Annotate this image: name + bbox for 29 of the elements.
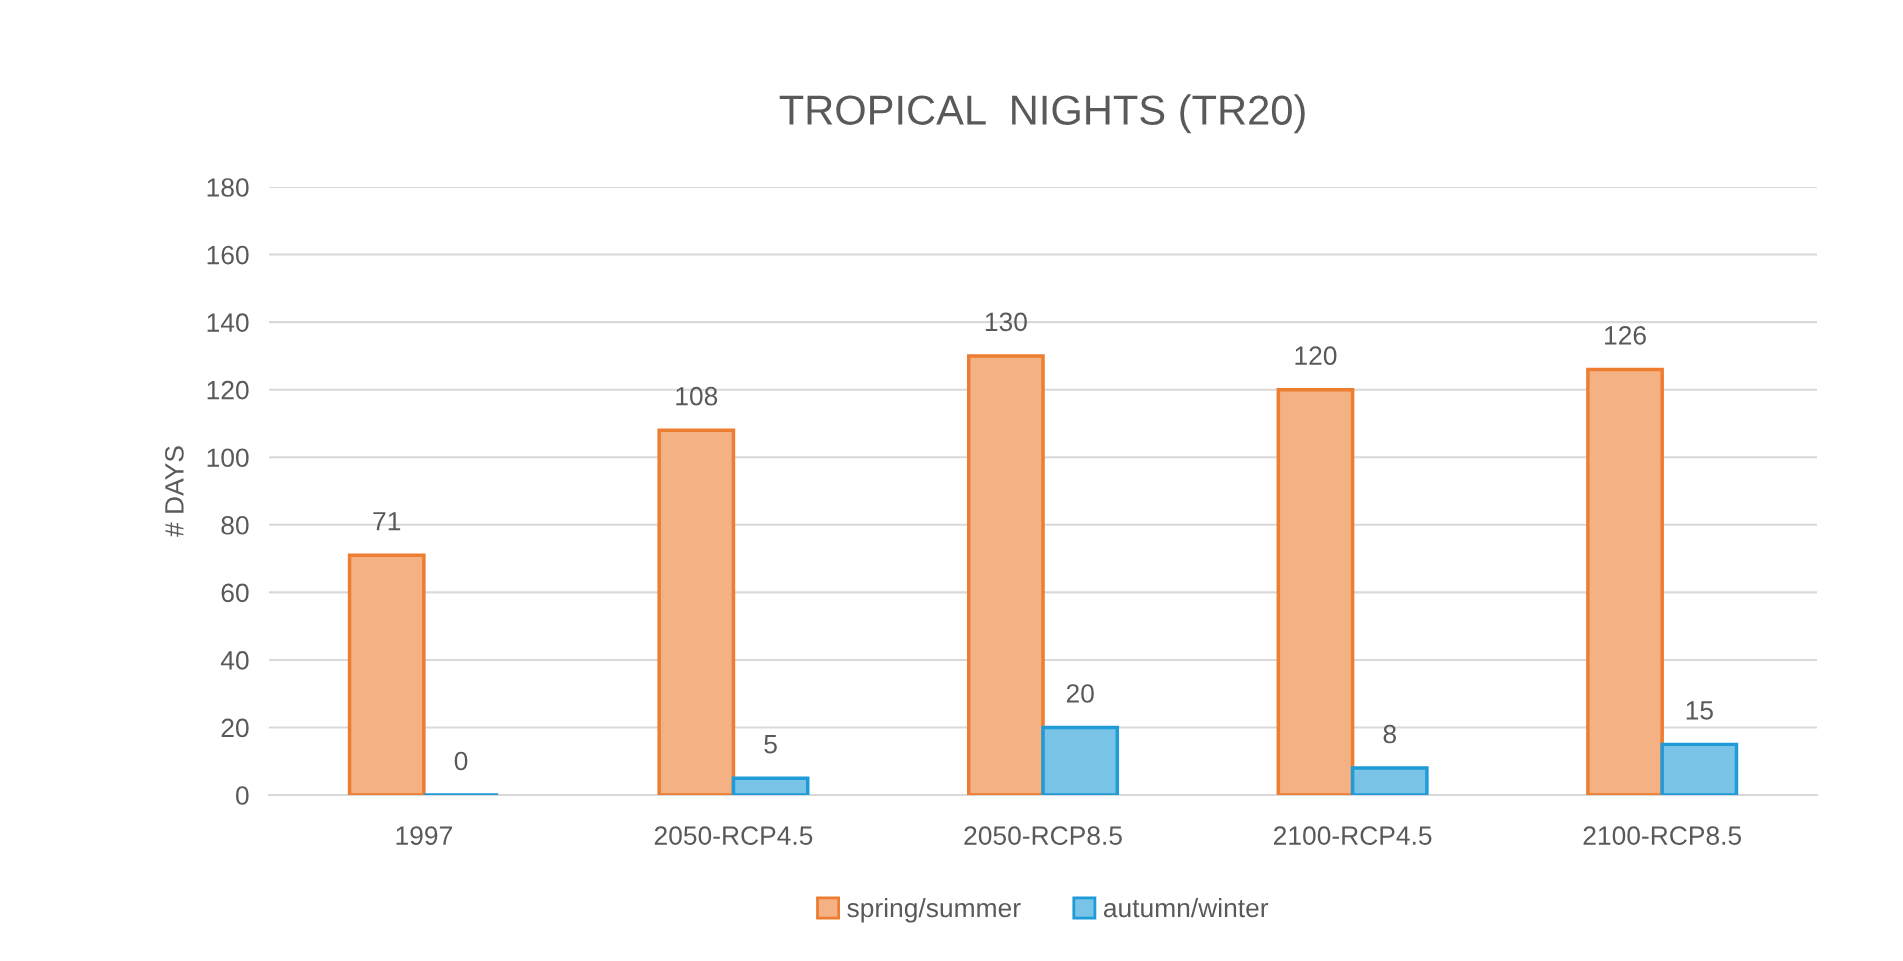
x-tick-label: 2050-RCP8.5 — [964, 826, 1122, 845]
data-label: 130 — [985, 312, 1027, 332]
y-tick-label: 160 — [207, 245, 249, 265]
y-tick-label: 60 — [221, 583, 249, 603]
y-tick-label: 120 — [207, 380, 249, 400]
data-label: 71 — [373, 512, 401, 531]
data-label: 5 — [764, 735, 777, 754]
data-label: 108 — [676, 386, 718, 406]
data-label: 126 — [1605, 326, 1646, 345]
y-tick-label: 20 — [221, 718, 249, 738]
data-label: 120 — [1295, 346, 1337, 366]
chart-title: TROPICAL NIGHTS (TR20) — [779, 94, 1305, 134]
y-tick-label: 100 — [207, 448, 249, 468]
y-tick-label: 80 — [221, 515, 249, 535]
x-tick-label: 1997 — [396, 826, 452, 845]
data-label: 8 — [1383, 724, 1396, 744]
x-tick-label: 2100-RCP8.5 — [1583, 826, 1742, 845]
legend-label: autumn/winter — [1103, 897, 1269, 918]
y-axis-title: # DAYS — [165, 446, 184, 537]
x-tick-label: 2100-RCP4.5 — [1274, 826, 1432, 845]
legend-label: spring/summer — [847, 897, 1021, 923]
x-tick-label: 2050-RCP4.5 — [654, 826, 813, 845]
data-label: 15 — [1686, 701, 1713, 720]
data-label: 20 — [1066, 684, 1094, 703]
y-tick-label: 40 — [220, 651, 249, 670]
y-tick-label: 0 — [236, 786, 249, 805]
data-label: 0 — [454, 751, 468, 771]
y-tick-label: 140 — [207, 313, 249, 332]
y-tick-label: 180 — [207, 178, 249, 197]
